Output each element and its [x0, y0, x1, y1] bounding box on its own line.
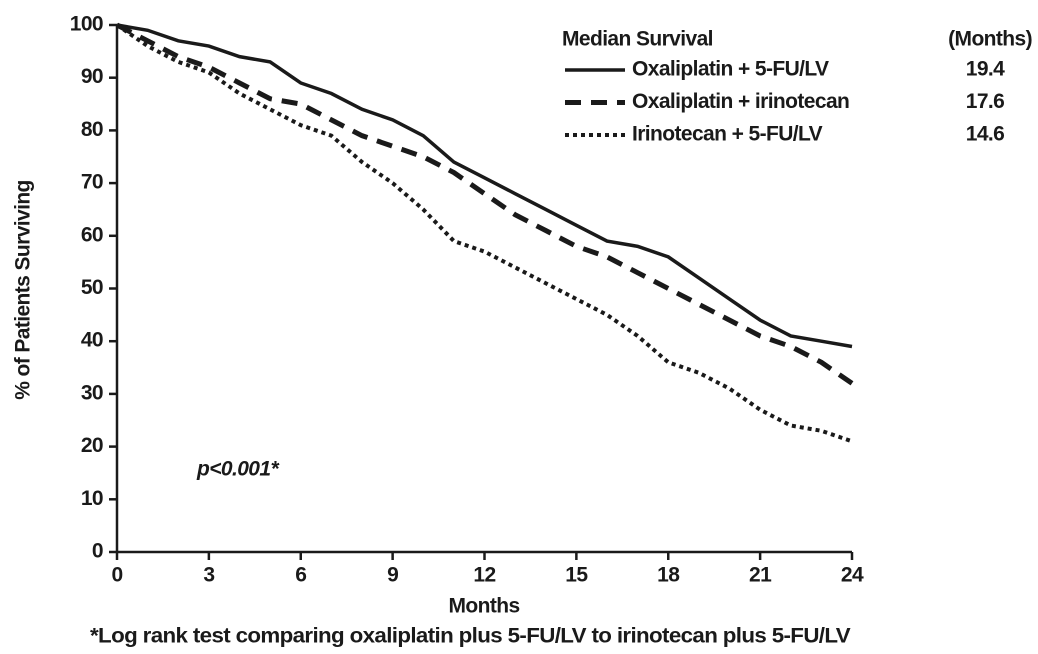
legend-label: Oxaliplatin + 5-FU/LV	[632, 58, 829, 81]
legend-value-title: (Months)	[948, 28, 1032, 51]
legend-median: 14.6	[966, 123, 1004, 146]
legend-median: 17.6	[966, 90, 1004, 113]
y-tick-label: 60	[81, 223, 103, 246]
y-axis-label: % of Patients Surviving	[12, 180, 35, 400]
y-tick-label: 0	[92, 540, 103, 563]
x-tick-label: 24	[841, 564, 864, 587]
x-tick-label: 21	[749, 564, 772, 587]
legend-title: Median Survival	[562, 28, 713, 51]
legend-label: Irinotecan + 5-FU/LV	[632, 123, 823, 146]
survival-line	[115, 22, 854, 386]
annotation: p<0.001*	[196, 458, 279, 481]
y-tick-label: 70	[81, 171, 103, 194]
x-tick-label: 6	[295, 564, 306, 587]
footnote: *Log rank test comparing oxaliplatin plu…	[90, 625, 851, 648]
y-tick-label: 30	[81, 381, 103, 404]
legend-label: Oxaliplatin + irinotecan	[632, 90, 849, 113]
y-tick-label: 40	[81, 329, 103, 352]
x-axis-label: Months	[448, 595, 519, 618]
x-tick-label: 12	[473, 564, 495, 587]
survival-line	[116, 23, 853, 349]
x-tick-label: 18	[657, 564, 680, 587]
x-tick-label: 0	[111, 564, 122, 587]
y-tick-label: 20	[81, 434, 103, 457]
y-tick-label: 10	[81, 487, 103, 510]
y-tick-label: 100	[70, 13, 103, 36]
y-tick-label: 80	[81, 118, 103, 141]
x-tick-label: 15	[565, 564, 588, 587]
y-tick-label: 50	[81, 276, 103, 299]
x-tick-label: 9	[387, 564, 398, 587]
legend-median: 19.4	[966, 58, 1005, 81]
y-tick-label: 90	[81, 65, 103, 88]
x-tick-label: 3	[203, 564, 214, 587]
